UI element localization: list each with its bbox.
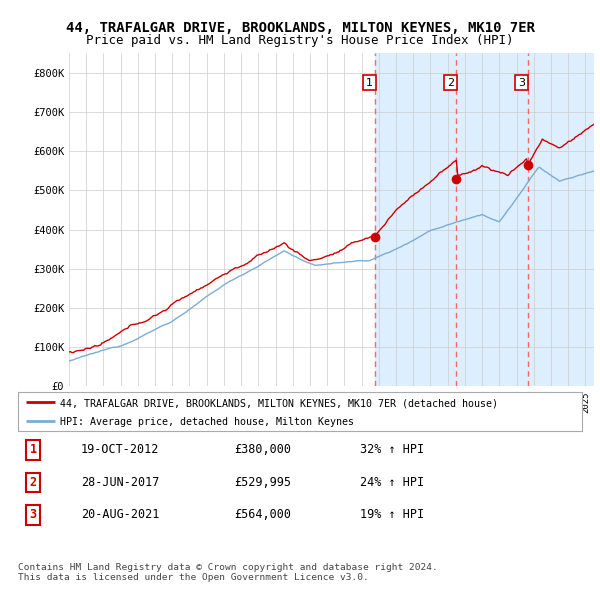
Text: 32% ↑ HPI: 32% ↑ HPI (360, 443, 424, 457)
Text: 44, TRAFALGAR DRIVE, BROOKLANDS, MILTON KEYNES, MK10 7ER: 44, TRAFALGAR DRIVE, BROOKLANDS, MILTON … (65, 21, 535, 35)
Text: 3: 3 (518, 77, 525, 87)
Text: 24% ↑ HPI: 24% ↑ HPI (360, 476, 424, 489)
Text: 28-JUN-2017: 28-JUN-2017 (81, 476, 160, 489)
Text: 20-AUG-2021: 20-AUG-2021 (81, 508, 160, 522)
Text: 1: 1 (366, 77, 373, 87)
Text: 44, TRAFALGAR DRIVE, BROOKLANDS, MILTON KEYNES, MK10 7ER (detached house): 44, TRAFALGAR DRIVE, BROOKLANDS, MILTON … (60, 398, 499, 408)
Text: 3: 3 (29, 508, 37, 522)
Text: 2: 2 (29, 476, 37, 489)
Bar (456, 53, 528, 386)
Text: Price paid vs. HM Land Registry's House Price Index (HPI): Price paid vs. HM Land Registry's House … (86, 34, 514, 47)
Text: 2: 2 (447, 77, 454, 87)
Text: £564,000: £564,000 (234, 508, 291, 522)
Text: 19% ↑ HPI: 19% ↑ HPI (360, 508, 424, 522)
Text: 19-OCT-2012: 19-OCT-2012 (81, 443, 160, 457)
Bar (376, 53, 456, 386)
Text: Contains HM Land Registry data © Crown copyright and database right 2024.
This d: Contains HM Land Registry data © Crown c… (18, 563, 438, 582)
Bar (528, 53, 594, 386)
Text: 1: 1 (29, 443, 37, 457)
Text: £380,000: £380,000 (234, 443, 291, 457)
Text: £529,995: £529,995 (234, 476, 291, 489)
Text: HPI: Average price, detached house, Milton Keynes: HPI: Average price, detached house, Milt… (60, 417, 354, 427)
